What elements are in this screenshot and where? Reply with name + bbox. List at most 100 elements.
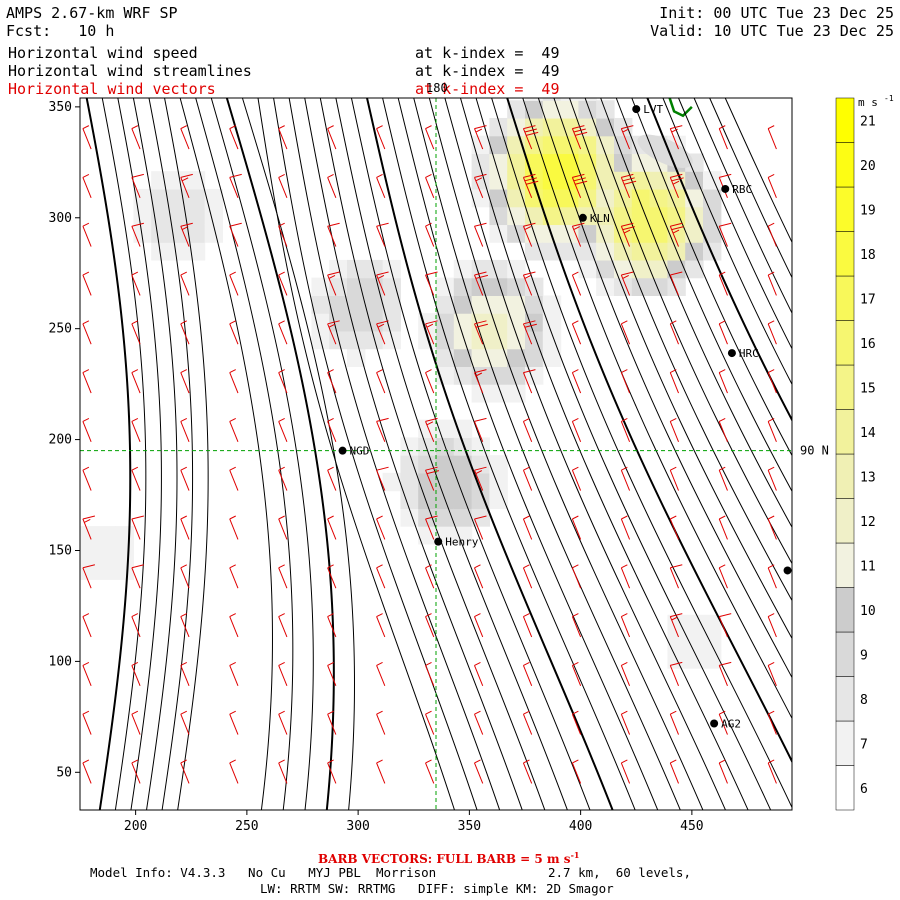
streamlines	[85, 98, 792, 810]
wind-barb	[522, 759, 533, 784]
speed-cell	[667, 277, 686, 297]
wind-barb	[522, 613, 533, 638]
colorbar-swatch	[835, 542, 855, 588]
wind-barb	[180, 710, 190, 735]
speed-cell	[489, 348, 508, 367]
streamline	[225, 98, 335, 810]
speed-cell	[703, 614, 722, 634]
x-tick-label: 400	[569, 819, 592, 834]
wind-barb	[718, 222, 732, 247]
speed-cell	[489, 366, 508, 385]
speed-cell	[204, 188, 223, 208]
wind-barb	[522, 125, 539, 150]
wind-barb	[620, 564, 631, 589]
wind-speed-field	[80, 98, 722, 669]
station-label: HRC	[739, 347, 759, 360]
speed-cell	[596, 242, 615, 261]
wind-barb	[669, 515, 679, 540]
speed-cell	[525, 295, 544, 314]
wind-barb	[522, 466, 533, 491]
wind-barb	[131, 564, 144, 589]
wind-barb	[522, 222, 536, 247]
wind-barb	[620, 173, 637, 199]
speed-cell	[578, 135, 597, 155]
speed-cell	[204, 224, 223, 243]
speed-cell	[542, 242, 562, 261]
y-tick-label: 250	[49, 322, 72, 337]
y-tick-label: 50	[56, 765, 72, 780]
streamline	[709, 98, 792, 279]
station-label: AG2	[721, 717, 741, 730]
colorbar-swatch	[835, 231, 855, 277]
colorbar-swatch	[835, 409, 855, 455]
wind-barb	[669, 320, 679, 345]
station-marker	[434, 537, 443, 546]
speed-cell	[578, 100, 597, 119]
colorbar-label: 16	[860, 337, 876, 352]
wind-barb	[571, 417, 582, 442]
speed-cell	[685, 206, 704, 226]
wind-barb	[180, 125, 190, 150]
wind-barb	[522, 417, 533, 442]
speed-cell	[667, 188, 686, 208]
wind-barb	[425, 466, 440, 491]
wind-barb	[229, 613, 239, 638]
speed-cell	[489, 295, 508, 314]
speed-cell	[364, 277, 384, 297]
streamline	[365, 98, 614, 810]
wind-barb	[180, 320, 190, 345]
valid-time: Valid: 10 UTC Tue 23 Dec 25	[650, 22, 894, 40]
wind-barb	[327, 417, 337, 442]
wind-barb	[376, 320, 389, 345]
wind-barb	[82, 271, 92, 296]
speed-cell	[418, 419, 437, 438]
wind-barb	[425, 125, 435, 150]
wind-barb	[767, 173, 777, 199]
speed-cell	[649, 206, 668, 226]
wind-barb	[82, 173, 92, 199]
speed-cell	[453, 490, 473, 509]
speed-cell	[631, 242, 651, 261]
wind-barb	[229, 661, 239, 686]
wind-barbs	[82, 125, 777, 784]
x-tick-label: 250	[235, 819, 258, 834]
colorbar-label: 18	[860, 248, 876, 263]
wind-barb	[571, 710, 582, 735]
wind-barb	[718, 564, 728, 589]
speed-cell	[507, 348, 526, 367]
streamline	[631, 98, 792, 457]
y-tick-label: 200	[49, 433, 72, 448]
streamline	[148, 98, 194, 810]
wind-barb	[425, 564, 435, 589]
wind-barb	[474, 759, 484, 784]
wind-barb	[229, 271, 239, 296]
wind-barb	[425, 417, 438, 442]
wind-barb	[82, 515, 96, 540]
speed-cell	[489, 313, 508, 332]
wind-barb	[425, 613, 435, 638]
wind-barb	[718, 369, 728, 394]
field-label-wind-speed: Horizontal wind speed	[8, 44, 198, 62]
colorbar-swatch	[835, 186, 855, 232]
barb-legend: BARB VECTORS: FULL BARB = 5 m s-1	[318, 850, 579, 866]
speed-cell	[489, 224, 508, 243]
speed-cell	[685, 259, 704, 279]
speed-cell	[489, 330, 508, 350]
speed-cell	[382, 330, 401, 350]
speed-cell	[133, 224, 152, 243]
wind-barb	[82, 613, 92, 638]
colorbar-label: 19	[860, 203, 876, 218]
wind-barb	[278, 417, 288, 442]
speed-cell	[471, 188, 490, 208]
wind-barb	[131, 320, 141, 345]
wind-barb	[718, 759, 728, 784]
speed-cell	[542, 117, 562, 137]
streamline	[568, 98, 792, 602]
wind-barb	[669, 271, 683, 296]
station-label: NGD	[350, 445, 370, 458]
wind-barb	[376, 417, 389, 442]
speed-cell	[507, 277, 526, 297]
wind-barb	[180, 564, 190, 589]
speed-cell	[525, 135, 544, 155]
wind-barb	[767, 759, 777, 784]
